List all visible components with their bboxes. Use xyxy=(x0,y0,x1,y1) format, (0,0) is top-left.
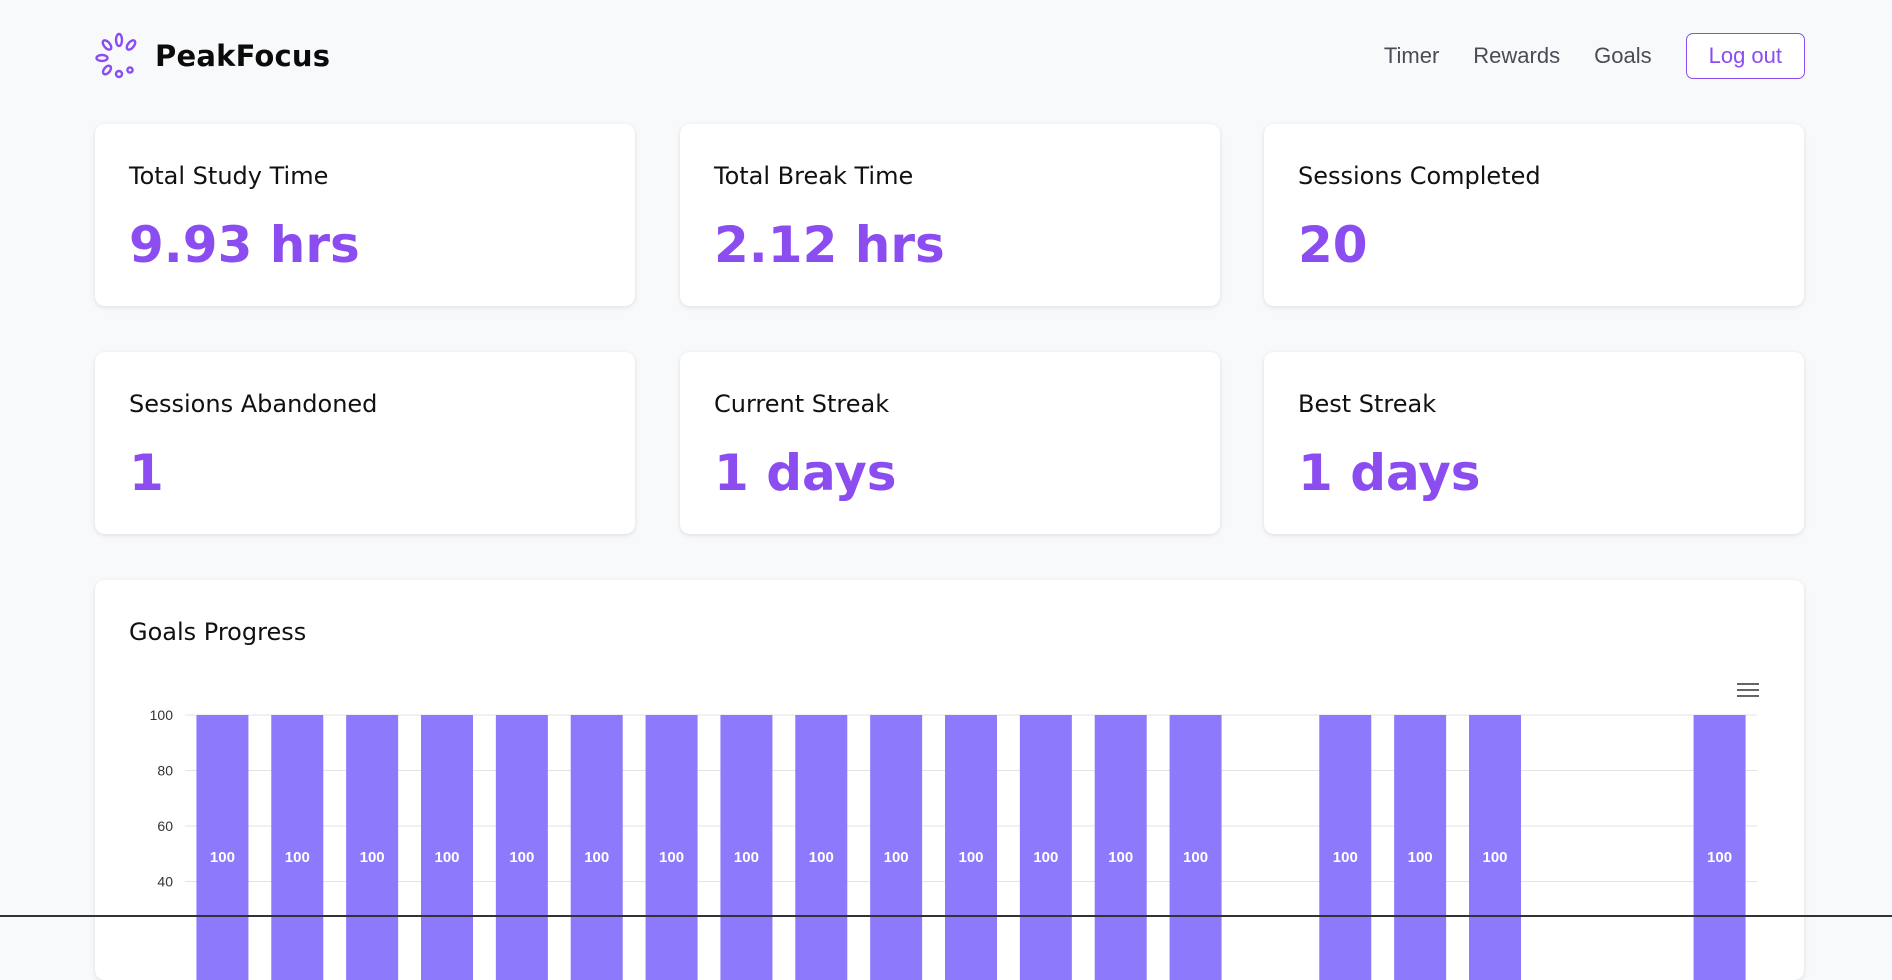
app-name: PeakFocus xyxy=(155,39,331,73)
stat-card-sessions-completed: Sessions Completed 20 xyxy=(1264,124,1804,306)
y-tick-label: 60 xyxy=(157,818,173,834)
bar-data-label: 100 xyxy=(1408,849,1433,866)
stat-value: 2.12 hrs xyxy=(714,216,945,274)
bar-data-label: 100 xyxy=(360,849,385,866)
viewport-bottom-edge xyxy=(0,915,1892,917)
goal-bar[interactable] xyxy=(1469,715,1521,980)
goal-bar[interactable] xyxy=(1693,715,1746,980)
bar-data-label: 100 xyxy=(584,849,609,866)
goal-bar[interactable] xyxy=(720,715,773,980)
goal-bar[interactable] xyxy=(1394,715,1447,980)
stat-card-total-study-time: Total Study Time 9.93 hrs xyxy=(95,124,635,306)
bar-data-label: 100 xyxy=(1707,849,1732,866)
bar-data-label: 100 xyxy=(1183,849,1208,866)
goal-bar[interactable] xyxy=(945,715,997,980)
stat-label: Sessions Completed xyxy=(1298,162,1541,190)
goal-bar[interactable] xyxy=(346,715,399,980)
stat-value: 9.93 hrs xyxy=(129,216,360,274)
nav-timer-link[interactable]: Timer xyxy=(1383,43,1440,68)
stat-value: 1 xyxy=(129,444,164,502)
stat-card-current-streak: Current Streak 1 days xyxy=(680,352,1220,534)
bar-data-label: 100 xyxy=(434,849,459,866)
stat-value: 20 xyxy=(1298,216,1368,274)
bar-data-label: 100 xyxy=(210,849,235,866)
stat-value: 1 days xyxy=(1298,444,1481,502)
bar-data-label: 100 xyxy=(1482,849,1507,866)
goal-bar[interactable] xyxy=(570,715,623,980)
goal-bar[interactable] xyxy=(795,715,848,980)
stat-label: Total Break Time xyxy=(714,162,914,190)
goal-bar[interactable] xyxy=(495,715,548,980)
goals-bar-chart: 100 80 60 40 100 100 100 100 100 100 100 100 100 100 1… xyxy=(150,707,1757,980)
bar-data-label: 100 xyxy=(1108,849,1133,866)
stat-value: 1 days xyxy=(714,444,897,502)
stat-label: Total Study Time xyxy=(129,162,329,190)
goal-bar[interactable] xyxy=(1019,715,1072,980)
chart-title: Goals Progress xyxy=(129,618,307,646)
goal-bar[interactable] xyxy=(870,715,923,980)
main-nav: Timer Rewards Goals Log out xyxy=(1350,33,1805,79)
stat-label: Current Streak xyxy=(714,390,890,418)
bar-data-label: 100 xyxy=(809,849,834,866)
y-tick-label: 80 xyxy=(157,763,173,779)
stat-card-total-break-time: Total Break Time 2.12 hrs xyxy=(680,124,1220,306)
top-navbar: PeakFocus Timer Rewards Goals Log out xyxy=(0,0,1892,112)
hamburger-menu-icon[interactable] xyxy=(1736,680,1760,700)
bar-data-label: 100 xyxy=(1033,849,1058,866)
bar-data-label: 100 xyxy=(285,849,310,866)
bar-data-label: 100 xyxy=(1333,849,1358,866)
bar-data-label: 100 xyxy=(509,849,534,866)
goals-progress-card: Goals Progress 100 80 60 40 100 100 100 100 100 1… xyxy=(95,580,1804,980)
goal-bar[interactable] xyxy=(645,715,698,980)
bar-data-label: 100 xyxy=(958,849,983,866)
bar-data-label: 100 xyxy=(884,849,909,866)
goal-bar[interactable] xyxy=(271,715,324,980)
goal-bar[interactable] xyxy=(196,715,249,980)
y-tick-label: 40 xyxy=(157,874,173,890)
bar-data-label: 100 xyxy=(734,849,759,866)
goal-bar[interactable] xyxy=(1094,715,1147,980)
goal-bar[interactable] xyxy=(1169,715,1222,980)
nav-rewards-link[interactable]: Rewards xyxy=(1473,43,1561,68)
stat-card-sessions-abandoned: Sessions Abandoned 1 xyxy=(95,352,635,534)
bar-data-label: 100 xyxy=(659,849,684,866)
peakfocus-logo-icon xyxy=(95,32,137,79)
brand-logo[interactable]: PeakFocus xyxy=(95,30,330,82)
logout-button[interactable]: Log out xyxy=(1685,33,1805,79)
stat-card-best-streak: Best Streak 1 days xyxy=(1264,352,1804,534)
goal-bar[interactable] xyxy=(421,715,473,980)
stat-label: Best Streak xyxy=(1298,390,1437,418)
nav-goals-link[interactable]: Goals xyxy=(1594,43,1652,68)
y-tick-label: 100 xyxy=(150,707,174,723)
goal-bar[interactable] xyxy=(1319,715,1372,980)
stat-label: Sessions Abandoned xyxy=(129,390,378,418)
